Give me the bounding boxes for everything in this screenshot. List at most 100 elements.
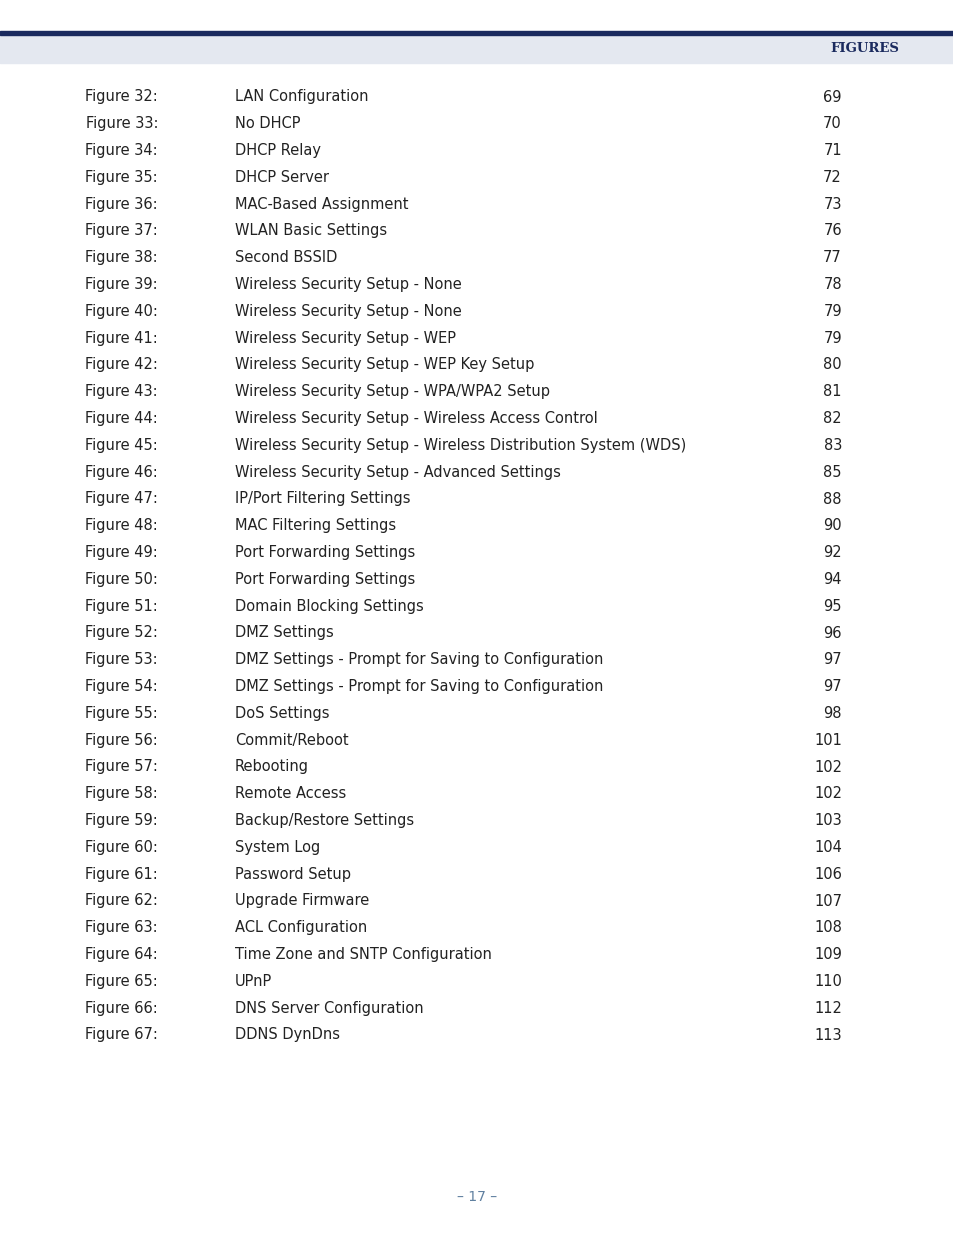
- Text: Figure 43:: Figure 43:: [85, 384, 158, 399]
- Text: UPnP: UPnP: [234, 974, 272, 989]
- Text: Figure 40:: Figure 40:: [85, 304, 158, 319]
- Text: 76: 76: [822, 224, 841, 238]
- Text: 77: 77: [822, 251, 841, 266]
- Text: Figure 46:: Figure 46:: [85, 464, 158, 479]
- Text: 79: 79: [822, 304, 841, 319]
- Text: 110: 110: [813, 974, 841, 989]
- Text: Commit/Reboot: Commit/Reboot: [234, 732, 348, 747]
- Text: 80: 80: [822, 357, 841, 373]
- Text: Figure 61:: Figure 61:: [85, 867, 158, 882]
- Text: Figure 54:: Figure 54:: [85, 679, 158, 694]
- Bar: [0, 35, 953, 63]
- Text: Wireless Security Setup - Wireless Distribution System (WDS): Wireless Security Setup - Wireless Distr…: [234, 438, 685, 453]
- Text: 81: 81: [822, 384, 841, 399]
- Text: Rebooting: Rebooting: [234, 760, 309, 774]
- Text: Figure 60:: Figure 60:: [85, 840, 158, 855]
- Text: Figure 37:: Figure 37:: [85, 224, 158, 238]
- Text: Figure 50:: Figure 50:: [85, 572, 158, 587]
- Text: 101: 101: [813, 732, 841, 747]
- Text: 88: 88: [822, 492, 841, 506]
- Text: – 17 –: – 17 –: [456, 1191, 497, 1204]
- Text: LAN Configuration: LAN Configuration: [234, 89, 368, 105]
- Text: DHCP Relay: DHCP Relay: [234, 143, 320, 158]
- Text: Figure 45:: Figure 45:: [85, 438, 158, 453]
- Text: Domain Blocking Settings: Domain Blocking Settings: [234, 599, 423, 614]
- Text: DDNS DynDns: DDNS DynDns: [234, 1028, 339, 1042]
- Text: 92: 92: [822, 545, 841, 561]
- Text: Remote Access: Remote Access: [234, 787, 346, 802]
- Text: Figure 42:: Figure 42:: [85, 357, 158, 373]
- Text: Figure 41:: Figure 41:: [85, 331, 158, 346]
- Text: Figure 49:: Figure 49:: [85, 545, 158, 561]
- Bar: [0, 31, 953, 35]
- Text: DoS Settings: DoS Settings: [234, 706, 329, 721]
- Text: Password Setup: Password Setup: [234, 867, 351, 882]
- Text: 107: 107: [813, 893, 841, 909]
- Text: Figure 48:: Figure 48:: [85, 519, 158, 534]
- Text: 95: 95: [822, 599, 841, 614]
- Text: 78: 78: [822, 277, 841, 293]
- Text: WLAN Basic Settings: WLAN Basic Settings: [234, 224, 387, 238]
- Text: MAC Filtering Settings: MAC Filtering Settings: [234, 519, 395, 534]
- Text: DMZ Settings - Prompt for Saving to Configuration: DMZ Settings - Prompt for Saving to Conf…: [234, 679, 602, 694]
- Text: Figure 66:: Figure 66:: [85, 1000, 158, 1015]
- Text: Figure 59:: Figure 59:: [85, 813, 158, 829]
- Text: Figure 53:: Figure 53:: [85, 652, 158, 667]
- Text: Figure 62:: Figure 62:: [85, 893, 158, 909]
- Text: Wireless Security Setup - WPA/WPA2 Setup: Wireless Security Setup - WPA/WPA2 Setup: [234, 384, 550, 399]
- Text: Figure 64:: Figure 64:: [85, 947, 158, 962]
- Text: 97: 97: [822, 652, 841, 667]
- Text: DMZ Settings - Prompt for Saving to Configuration: DMZ Settings - Prompt for Saving to Conf…: [234, 652, 602, 667]
- Text: Wireless Security Setup - None: Wireless Security Setup - None: [234, 277, 461, 293]
- Text: Wireless Security Setup - WEP: Wireless Security Setup - WEP: [234, 331, 456, 346]
- Text: 82: 82: [822, 411, 841, 426]
- Text: Figure 58:: Figure 58:: [85, 787, 158, 802]
- Text: Wireless Security Setup - WEP Key Setup: Wireless Security Setup - WEP Key Setup: [234, 357, 534, 373]
- Text: 97: 97: [822, 679, 841, 694]
- Text: 109: 109: [813, 947, 841, 962]
- Text: Backup/Restore Settings: Backup/Restore Settings: [234, 813, 414, 829]
- Text: 83: 83: [822, 438, 841, 453]
- Text: DNS Server Configuration: DNS Server Configuration: [234, 1000, 423, 1015]
- Text: Figure 52:: Figure 52:: [85, 625, 158, 641]
- Text: DMZ Settings: DMZ Settings: [234, 625, 334, 641]
- Text: DHCP Server: DHCP Server: [234, 170, 329, 185]
- Text: Figure 34:: Figure 34:: [85, 143, 158, 158]
- Text: Figure 47:: Figure 47:: [85, 492, 158, 506]
- Text: 102: 102: [813, 787, 841, 802]
- Text: 85: 85: [822, 464, 841, 479]
- Text: Wireless Security Setup - Advanced Settings: Wireless Security Setup - Advanced Setti…: [234, 464, 560, 479]
- Text: 104: 104: [813, 840, 841, 855]
- Text: ACL Configuration: ACL Configuration: [234, 920, 367, 935]
- Text: FIGURES: FIGURES: [829, 42, 898, 56]
- Text: Port Forwarding Settings: Port Forwarding Settings: [234, 545, 415, 561]
- Text: Figure 36:: Figure 36:: [85, 196, 158, 211]
- Text: 112: 112: [813, 1000, 841, 1015]
- Text: Figure 39:: Figure 39:: [85, 277, 158, 293]
- Text: 102: 102: [813, 760, 841, 774]
- Text: 69: 69: [822, 89, 841, 105]
- Text: 98: 98: [822, 706, 841, 721]
- Text: Figure 63:: Figure 63:: [85, 920, 158, 935]
- Text: 79: 79: [822, 331, 841, 346]
- Text: MAC-Based Assignment: MAC-Based Assignment: [234, 196, 408, 211]
- Text: 113: 113: [814, 1028, 841, 1042]
- Text: Second BSSID: Second BSSID: [234, 251, 337, 266]
- Text: Figure 56:: Figure 56:: [85, 732, 158, 747]
- Text: 96: 96: [822, 625, 841, 641]
- Text: Figure 65:: Figure 65:: [85, 974, 158, 989]
- Text: Port Forwarding Settings: Port Forwarding Settings: [234, 572, 415, 587]
- Text: Figure 67:: Figure 67:: [85, 1028, 158, 1042]
- Text: No DHCP: No DHCP: [234, 116, 300, 131]
- Text: 72: 72: [822, 170, 841, 185]
- Text: Figure 44:: Figure 44:: [85, 411, 158, 426]
- Text: Upgrade Firmware: Upgrade Firmware: [234, 893, 369, 909]
- Text: Figure 33:: Figure 33:: [86, 116, 158, 131]
- Text: 106: 106: [813, 867, 841, 882]
- Text: 73: 73: [822, 196, 841, 211]
- Text: Figure 38:: Figure 38:: [85, 251, 158, 266]
- Text: 71: 71: [822, 143, 841, 158]
- Text: Time Zone and SNTP Configuration: Time Zone and SNTP Configuration: [234, 947, 492, 962]
- Text: 94: 94: [822, 572, 841, 587]
- Text: System Log: System Log: [234, 840, 320, 855]
